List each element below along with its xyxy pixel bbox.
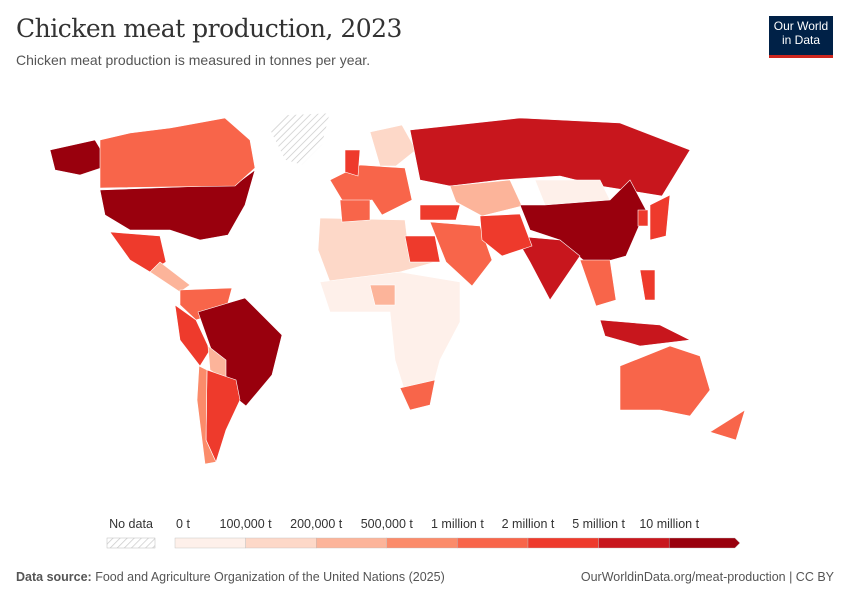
country-iran-pakistan[interactable] — [479, 213, 533, 257]
country-argentina[interactable] — [205, 369, 241, 463]
legend-label: 500,000 t — [360, 517, 413, 531]
country-new-zealand[interactable] — [709, 409, 746, 441]
country-turkey[interactable] — [419, 204, 461, 221]
legend-bin — [598, 537, 670, 549]
chart-title: Chicken meat production, 2023 — [16, 14, 402, 43]
source-text: Food and Agriculture Organization of the… — [95, 570, 445, 584]
country-central-america[interactable] — [149, 261, 191, 293]
country-middle-east[interactable] — [429, 221, 493, 287]
country-greenland[interactable] — [269, 112, 331, 166]
country-kazakhstan[interactable] — [449, 179, 523, 217]
legend-label: 10 million t — [639, 517, 700, 531]
country-japan[interactable] — [649, 194, 671, 241]
legend-bin — [245, 537, 317, 549]
data-source: Data source: Food and Agriculture Organi… — [16, 570, 445, 584]
legend-bin — [527, 537, 599, 549]
legend-label: 200,000 t — [290, 517, 343, 531]
legend-label: 5 million t — [572, 517, 625, 531]
legend-no-data-label: No data — [109, 517, 153, 531]
no-data-swatch — [106, 537, 156, 549]
source-label: Data source: — [16, 570, 92, 584]
legend-bin — [386, 537, 458, 549]
country-alaska[interactable] — [49, 139, 111, 176]
country-australia[interactable] — [619, 345, 711, 417]
legend-label: 0 t — [176, 517, 190, 531]
country-united-states[interactable] — [99, 169, 256, 241]
country-united-kingdom[interactable] — [344, 149, 361, 177]
country-north-africa[interactable] — [317, 217, 436, 283]
country-south-africa[interactable] — [399, 379, 436, 411]
country-india[interactable] — [514, 235, 581, 301]
legend-label: 100,000 t — [219, 517, 272, 531]
chart-subtitle: Chicken meat production is measured in t… — [16, 52, 371, 68]
country-egypt[interactable] — [404, 235, 441, 263]
country-scandinavia[interactable] — [369, 124, 417, 167]
country-indonesia[interactable] — [599, 319, 692, 347]
world-map — [49, 112, 746, 465]
legend-bin — [669, 537, 741, 549]
country-philippines[interactable] — [639, 269, 656, 301]
legend-bin — [316, 537, 388, 549]
country-chile[interactable] — [196, 365, 217, 465]
country-canada[interactable] — [99, 117, 256, 189]
country-china[interactable] — [519, 179, 647, 267]
owid-logo[interactable]: Our World in Data — [769, 16, 833, 58]
legend-bin — [457, 537, 529, 549]
legend-label: 1 million t — [430, 517, 484, 531]
legend-label: 2 million t — [501, 517, 555, 531]
country-korea[interactable] — [637, 209, 649, 227]
source-url[interactable]: OurWorldinData.org/meat-production | CC … — [580, 570, 834, 584]
country-peru[interactable] — [174, 304, 211, 367]
country-nigeria[interactable] — [369, 284, 396, 306]
country-spain[interactable] — [339, 199, 371, 223]
country-southeast-asia[interactable] — [579, 259, 617, 307]
legend-bin — [174, 537, 246, 549]
